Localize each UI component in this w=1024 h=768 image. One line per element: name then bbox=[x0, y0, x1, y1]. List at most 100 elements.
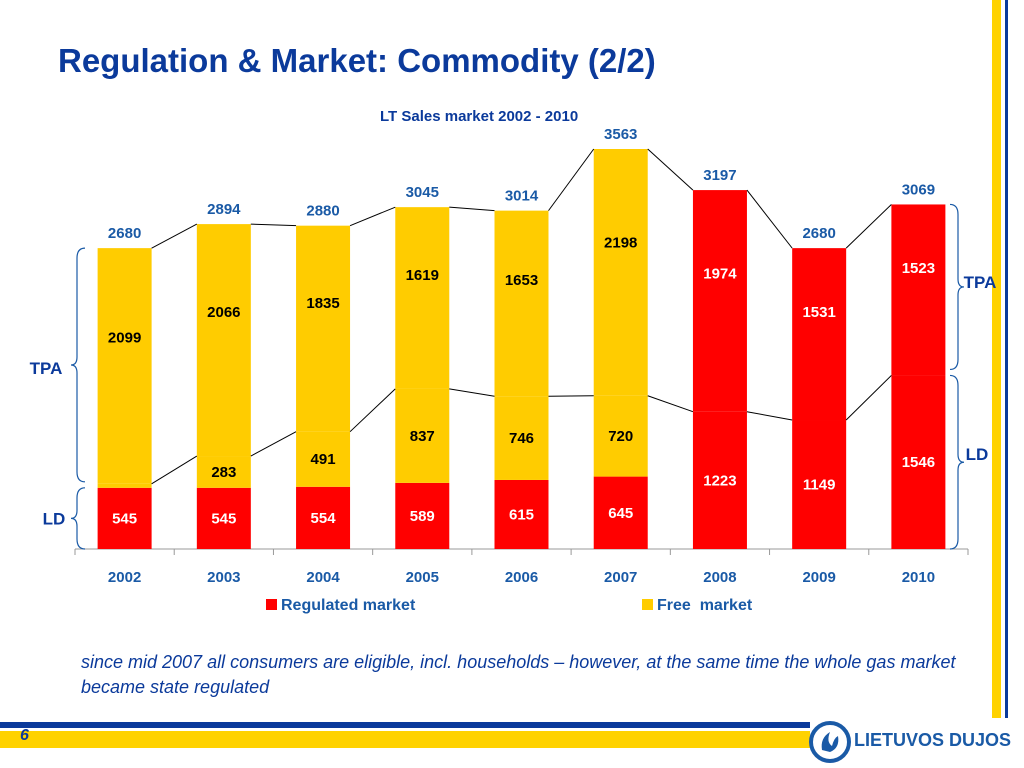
data-label-2006-2: 746 bbox=[509, 430, 534, 447]
total-label-2005: 3045 bbox=[406, 184, 439, 201]
data-label-2007-2: 720 bbox=[608, 428, 633, 445]
bar-segment-2010-4 bbox=[891, 204, 946, 376]
data-label-2006-1: 615 bbox=[509, 506, 534, 523]
data-label-2009-1: 1149 bbox=[803, 477, 836, 494]
total-connector-line bbox=[349, 206, 396, 227]
page-number: 6 bbox=[20, 727, 29, 744]
bar-segment-2005-2 bbox=[395, 388, 450, 483]
bar-segment-2009-4 bbox=[792, 248, 847, 421]
legend-free-swatch bbox=[642, 599, 653, 610]
flame-logo-icon bbox=[809, 721, 851, 763]
bar-segment-2009-1 bbox=[792, 420, 847, 549]
bar-segment-2007-2 bbox=[593, 395, 648, 477]
data-label-2004-2: 491 bbox=[311, 451, 336, 468]
bar-segment-2003-3 bbox=[196, 224, 251, 457]
segment-connector-line bbox=[151, 455, 198, 485]
total-label-2003: 2894 bbox=[207, 201, 241, 218]
segment-connector-line bbox=[746, 411, 793, 421]
data-label-2007-1: 645 bbox=[608, 505, 633, 522]
bar-segment-2007-1 bbox=[593, 476, 648, 549]
bar-segment-2007-3 bbox=[593, 149, 648, 396]
data-label-2010-1: 1546 bbox=[902, 454, 935, 471]
x-tick-label-2006: 2006 bbox=[505, 569, 538, 586]
data-label-2003-1: 545 bbox=[211, 510, 236, 527]
footer-blue-bar bbox=[0, 722, 810, 728]
x-tick-label-2002: 2002 bbox=[108, 569, 141, 586]
left-ld-label: LD bbox=[43, 509, 66, 528]
data-label-2009-4: 1531 bbox=[802, 304, 835, 321]
segment-connector-line bbox=[449, 388, 495, 397]
bar-segment-2004-3 bbox=[296, 225, 351, 432]
segment-connector-line bbox=[250, 431, 297, 457]
stacked-bar-chart: 5453620992680200254528320662894200355449… bbox=[30, 126, 997, 586]
legend-regulated-label: Regulated market bbox=[281, 597, 416, 614]
bar-segment-2004-2 bbox=[296, 431, 351, 487]
x-tick-label-2003: 2003 bbox=[207, 569, 240, 586]
footnote-text: since mid 2007 all consumers are eligibl… bbox=[81, 652, 956, 697]
right-blue-stripe bbox=[1005, 0, 1008, 718]
bar-segment-2002-3 bbox=[97, 248, 152, 484]
x-tick-label-2007: 2007 bbox=[604, 569, 637, 586]
footer-yellow-bar bbox=[0, 731, 810, 748]
data-label-2004-1: 554 bbox=[311, 510, 337, 527]
bar-segment-2006-3 bbox=[494, 210, 549, 397]
left-tpa-brace bbox=[70, 247, 86, 483]
total-label-2010: 3069 bbox=[902, 181, 935, 198]
legend-free: Free market bbox=[642, 597, 752, 615]
right-ld-brace bbox=[949, 374, 965, 550]
data-label-2004-3: 1835 bbox=[306, 295, 339, 312]
left-tpa-label: TPA bbox=[30, 359, 63, 378]
total-connector-line bbox=[449, 206, 495, 212]
data-label-2005-2: 837 bbox=[410, 428, 435, 445]
data-label-2008-4: 1974 bbox=[703, 266, 737, 283]
total-connector-line bbox=[250, 223, 297, 227]
total-connector-line bbox=[746, 189, 793, 249]
right-yellow-stripe bbox=[992, 0, 1001, 718]
bar-segment-2002-1 bbox=[97, 487, 152, 549]
data-label-2002-3: 2099 bbox=[108, 329, 141, 346]
data-label-2007-3: 2198 bbox=[604, 235, 637, 252]
bar-segment-2002-2 bbox=[97, 483, 152, 488]
chart-title: LT Sales market 2002 - 2010 bbox=[380, 108, 579, 125]
total-connector-line bbox=[845, 204, 892, 249]
total-label-2002: 2680 bbox=[108, 225, 141, 242]
right-tpa-label: TPA bbox=[964, 273, 997, 292]
total-label-2008: 3197 bbox=[703, 167, 736, 184]
bar-segment-2004-1 bbox=[296, 486, 351, 549]
bar-segment-2005-3 bbox=[395, 207, 450, 389]
right-tpa-brace bbox=[949, 203, 965, 371]
bar-segment-2008-4 bbox=[692, 190, 747, 412]
data-label-2005-1: 589 bbox=[410, 508, 435, 525]
data-label-2003-3: 2066 bbox=[207, 304, 240, 321]
x-tick-label-2005: 2005 bbox=[406, 569, 439, 586]
bar-segment-2003-2 bbox=[196, 456, 251, 488]
x-tick-label-2004: 2004 bbox=[306, 569, 340, 586]
segment-connector-line bbox=[647, 395, 694, 413]
data-label-2006-3: 1653 bbox=[505, 272, 538, 289]
bar-segment-2010-1 bbox=[891, 375, 946, 549]
data-label-2010-4: 1523 bbox=[902, 260, 935, 277]
data-label-2008-1: 1223 bbox=[703, 472, 736, 489]
total-label-2004: 2880 bbox=[306, 203, 339, 220]
total-label-2009: 2680 bbox=[802, 225, 835, 242]
bar-segment-2008-1 bbox=[692, 411, 747, 549]
segment-connector-line bbox=[845, 375, 892, 421]
total-label-2006: 3014 bbox=[505, 188, 539, 205]
data-label-2002-1: 545 bbox=[112, 510, 137, 527]
total-connector-line bbox=[548, 148, 595, 211]
logo-text: LIETUVOS DUJOS bbox=[854, 730, 1012, 750]
x-tick-label-2010: 2010 bbox=[902, 569, 935, 586]
x-tick-label-2009: 2009 bbox=[802, 569, 835, 586]
segment-connector-line bbox=[349, 388, 396, 433]
legend-regulated: Regulated market bbox=[266, 597, 415, 615]
total-label-2007: 3563 bbox=[604, 126, 637, 143]
slide-title: Regulation & Market: Commodity (2/2) bbox=[58, 42, 656, 79]
bar-segment-2006-1 bbox=[494, 479, 549, 549]
company-logo: LIETUVOS DUJOS bbox=[806, 716, 1024, 766]
x-tick-label-2008: 2008 bbox=[703, 569, 736, 586]
right-ld-label: LD bbox=[966, 445, 989, 464]
total-connector-line bbox=[647, 148, 694, 191]
data-label-2003-2: 283 bbox=[211, 464, 236, 481]
total-connector-line bbox=[151, 223, 198, 249]
bar-segment-2005-1 bbox=[395, 482, 450, 549]
